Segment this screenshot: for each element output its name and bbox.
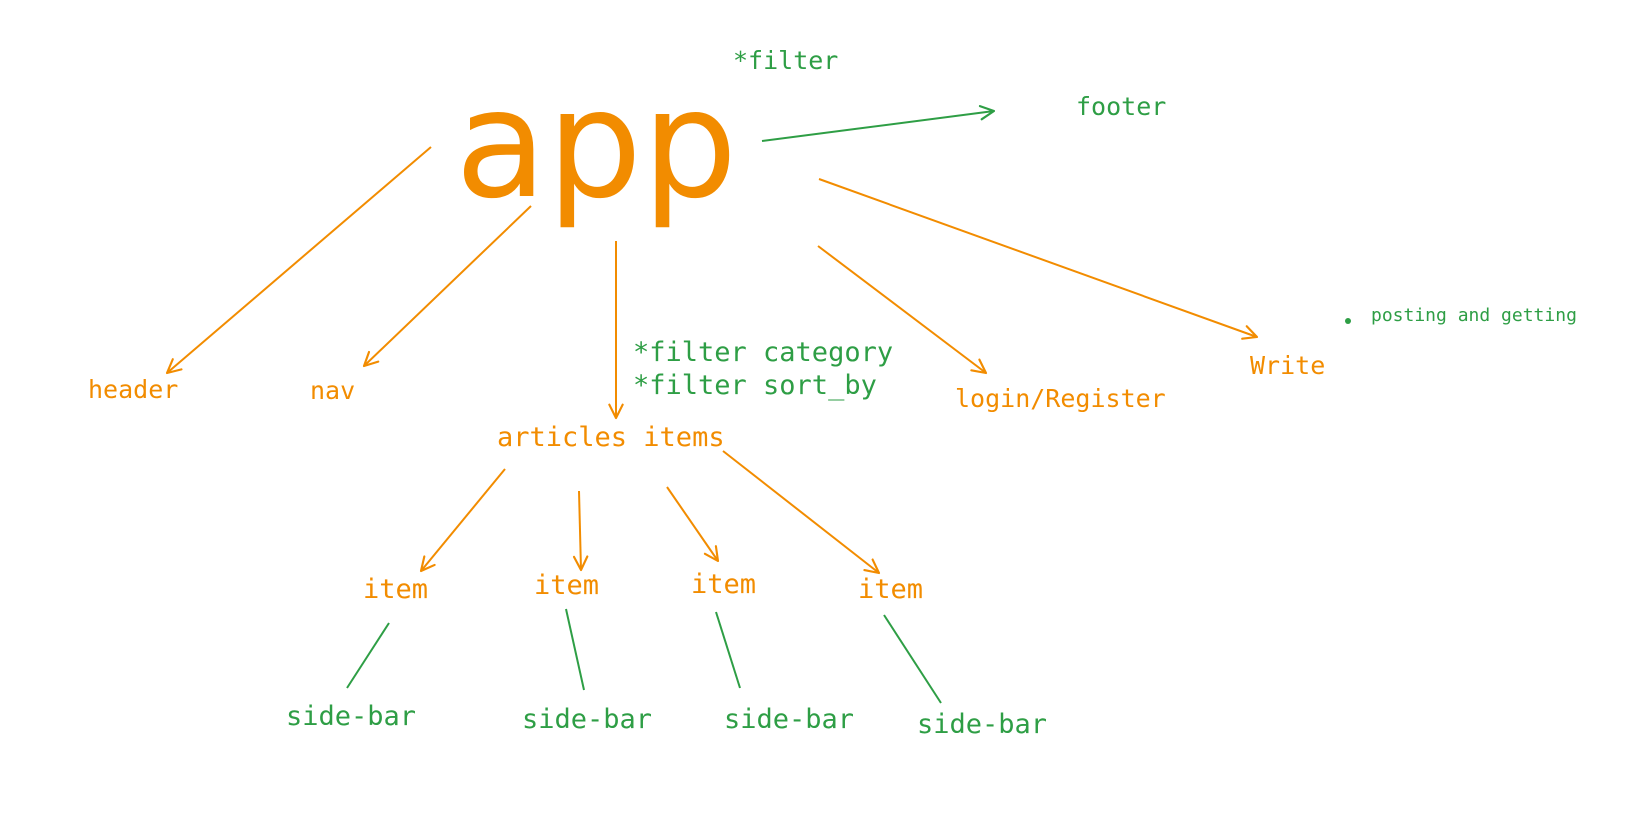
articles-filter-category-note: *filter category [633,337,893,368]
header-label: header [88,375,178,404]
arrow-articles-item-4 [722,450,881,575]
sidebar-1-label: side-bar [286,701,416,732]
item-3-label: item [691,569,756,600]
line-item-1-sidebar [346,622,390,689]
articles-items-label: articles items [497,422,725,453]
footer-label: footer [1076,92,1166,121]
articles-filter-sortby-note: *filter sort_by [633,370,877,401]
arrow-app-nav [362,205,532,368]
sidebar-2-label: side-bar [522,704,652,735]
arrow-articles-item-3 [666,486,720,563]
arrow-app-header [165,146,432,375]
app-filter-note: *filter [733,46,838,75]
arrow-articles-item-2 [572,490,589,572]
sidebar-3-label: side-bar [724,704,854,735]
write-note-bullet [1345,318,1351,324]
line-item-3-sidebar [715,611,741,689]
app-root-label: app [455,58,737,232]
arrow-app-write [818,178,1259,340]
item-1-label: item [363,574,428,605]
arrow-articles-item-1 [419,468,506,573]
write-note: posting and getting [1371,305,1577,326]
line-item-2-sidebar [565,608,585,691]
item-2-label: item [534,570,599,601]
write-label: Write [1250,351,1325,380]
login-register-label: login/Register [955,384,1166,413]
item-4-label: item [858,574,923,605]
arrow-app-footer [761,105,996,142]
sidebar-4-label: side-bar [917,709,1047,740]
nav-label: nav [310,376,355,405]
arrow-app-login [817,245,988,375]
line-item-4-sidebar [883,614,942,704]
